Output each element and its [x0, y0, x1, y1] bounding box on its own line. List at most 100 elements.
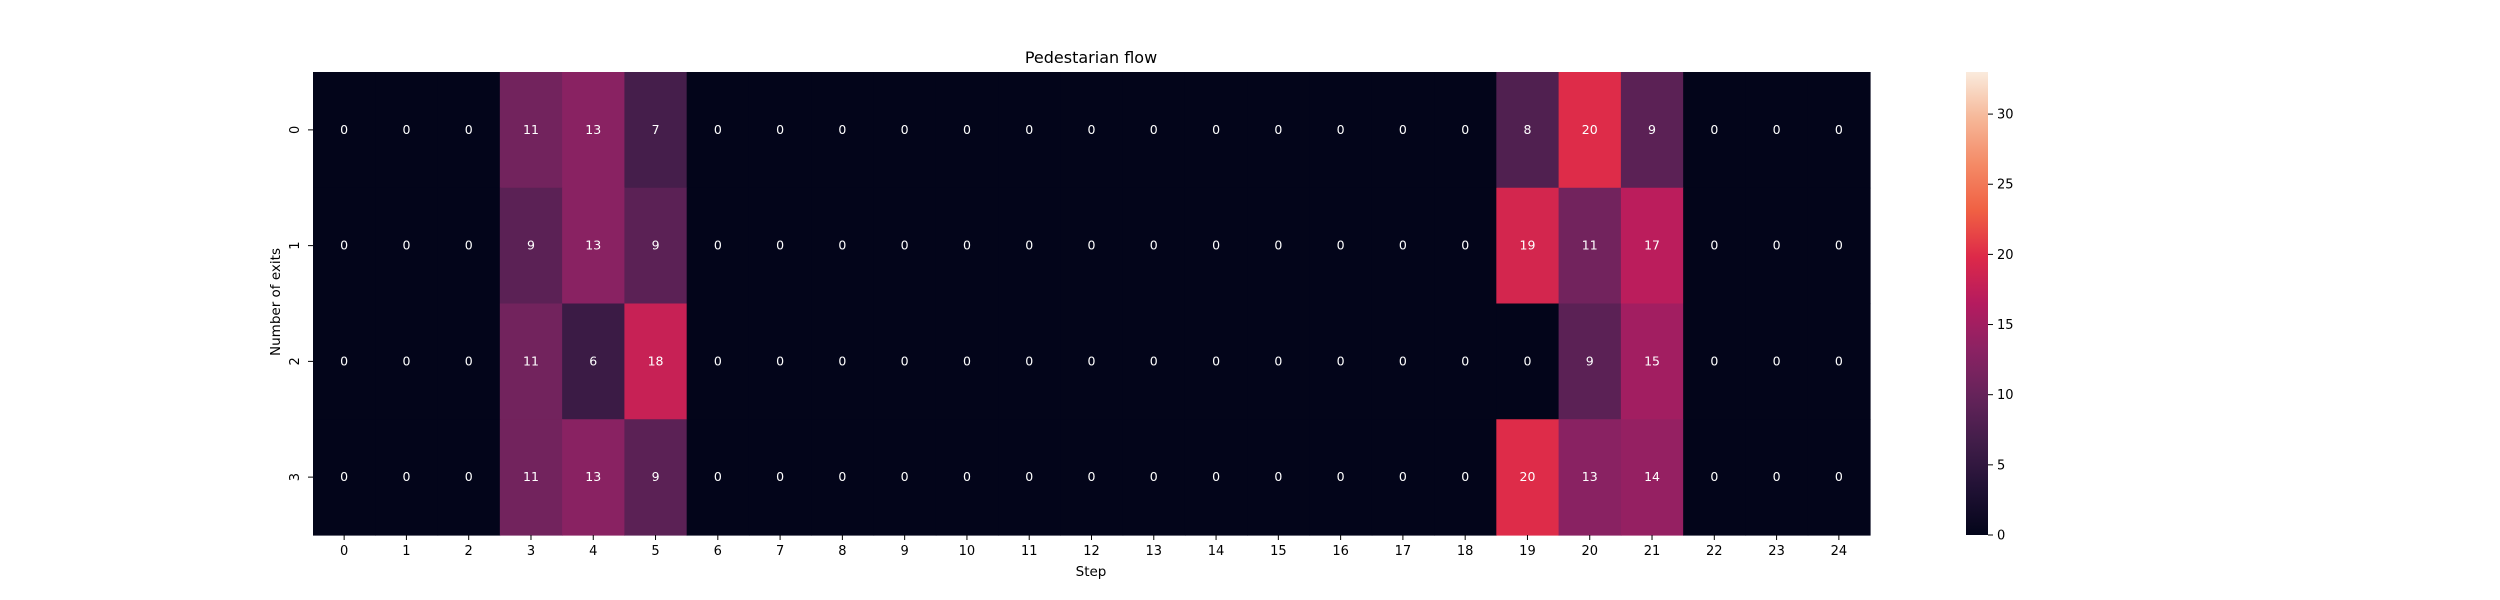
cell-value-label: 0: [963, 238, 971, 253]
heatmap-cell: [1434, 72, 1497, 189]
x-tick-label: 10: [959, 544, 976, 559]
cell-value-label: 0: [1212, 122, 1220, 137]
cell-value-label: 11: [523, 469, 539, 484]
heatmap-cell: [1122, 419, 1186, 536]
x-tick-label: 17: [1395, 544, 1412, 559]
cell-value-label: 14: [1644, 469, 1660, 484]
cell-value-label: 0: [1835, 238, 1843, 253]
cell-value-label: 0: [340, 122, 348, 137]
heatmap-cell: [437, 187, 501, 305]
x-tick-label: 0: [340, 544, 348, 559]
cell-value-label: 0: [1150, 238, 1158, 253]
heatmap-cell: [1558, 303, 1622, 420]
heatmap-cell: [313, 72, 376, 189]
heatmap-cell: [1807, 187, 1871, 305]
x-tick-label: 3: [527, 544, 535, 559]
cell-value-label: 0: [1399, 353, 1407, 368]
cell-value-label: 0: [1150, 122, 1158, 137]
heatmap-cell: [1807, 72, 1871, 189]
heatmap-cell: [1434, 187, 1497, 305]
cell-value-label: 0: [1337, 238, 1345, 253]
heatmap-cell: [1060, 303, 1124, 420]
cell-value-label: 0: [1773, 122, 1781, 137]
cell-value-label: 0: [1274, 238, 1282, 253]
colorbar-tick-label: 15: [1997, 318, 2014, 333]
heatmap-cell: [1309, 187, 1373, 305]
cell-value-label: 0: [1461, 238, 1469, 253]
x-tick-label: 13: [1146, 544, 1163, 559]
cell-value-label: 0: [1710, 238, 1718, 253]
cell-value-label: 0: [901, 238, 909, 253]
heatmap-cell: [624, 419, 688, 536]
heatmap-cell: [562, 303, 625, 420]
cell-value-label: 15: [1644, 353, 1660, 368]
cell-value-label: 0: [1337, 353, 1345, 368]
heatmap-cell: [624, 72, 688, 189]
cell-value-label: 0: [465, 238, 473, 253]
heatmap-cell: [499, 72, 563, 189]
colorbar-tick-label: 10: [1997, 388, 2014, 403]
cell-value-label: 13: [585, 122, 601, 137]
cell-value-label: 0: [838, 122, 846, 137]
x-tick-label: 21: [1644, 544, 1661, 559]
x-tick-label: 14: [1208, 544, 1225, 559]
heatmap-cell: [437, 419, 501, 536]
heatmap-cell: [748, 419, 812, 536]
heatmap-cell: [811, 187, 875, 305]
heatmap-cell: [1496, 419, 1560, 536]
heatmap-cell: [1558, 419, 1622, 536]
heatmap-cell: [313, 419, 376, 536]
cell-value-label: 0: [1337, 122, 1345, 137]
cell-value-label: 9: [1586, 353, 1594, 368]
x-tick-label: 2: [465, 544, 473, 559]
heatmap-cell: [1745, 72, 1809, 189]
heatmap-cell: [1184, 303, 1248, 420]
cell-value-label: 11: [523, 122, 539, 137]
heatmap-cell: [998, 187, 1061, 305]
heatmap-cell: [998, 72, 1061, 189]
heatmap-cell: [1434, 419, 1497, 536]
cell-value-label: 0: [1274, 469, 1282, 484]
heatmap-cell: [313, 303, 376, 420]
heatmap-cell: [935, 187, 999, 305]
x-tick-label: 15: [1270, 544, 1287, 559]
heatmap-cell: [624, 187, 688, 305]
cell-value-label: 0: [776, 122, 784, 137]
heatmap-cell: [1620, 303, 1684, 420]
cell-value-label: 0: [901, 122, 909, 137]
heatmap-cell: [1122, 72, 1186, 189]
cell-value-label: 0: [1088, 122, 1096, 137]
heatmap-cell: [1558, 187, 1622, 305]
cell-value-label: 6: [589, 353, 597, 368]
cell-value-label: 13: [585, 469, 601, 484]
heatmap-cell: [562, 72, 625, 189]
y-axis-ticks: 0 1 2 3: [288, 126, 313, 481]
cell-value-label: 0: [901, 353, 909, 368]
x-axis-label: Step: [1076, 564, 1107, 580]
heatmap-cell: [1309, 303, 1373, 420]
cell-value-label: 0: [1773, 469, 1781, 484]
cell-value-label: 0: [1088, 353, 1096, 368]
cell-value-label: 0: [340, 469, 348, 484]
heatmap-cell: [1060, 72, 1124, 189]
heatmap-cell: [935, 303, 999, 420]
heatmap-cell: [1247, 72, 1311, 189]
cell-value-label: 9: [1648, 122, 1656, 137]
heatmap-cell: [1683, 303, 1747, 420]
heatmap-cell: [1683, 419, 1747, 536]
heatmap-cell: [1558, 72, 1622, 189]
cell-value-label: 0: [963, 122, 971, 137]
cell-value-label: 0: [1773, 353, 1781, 368]
heatmap-cell: [811, 72, 875, 189]
heatmap-cell: [1060, 187, 1124, 305]
cell-value-label: 0: [1399, 469, 1407, 484]
cell-value-label: 0: [1274, 353, 1282, 368]
cell-value-label: 8: [1523, 122, 1531, 137]
colorbar: [1966, 72, 1988, 535]
x-tick-label: 9: [901, 544, 909, 559]
heatmap-cell: [499, 187, 563, 305]
cell-value-label: 0: [1461, 122, 1469, 137]
heatmap-cell: [1496, 303, 1560, 420]
heatmap-cell: [1496, 187, 1560, 305]
